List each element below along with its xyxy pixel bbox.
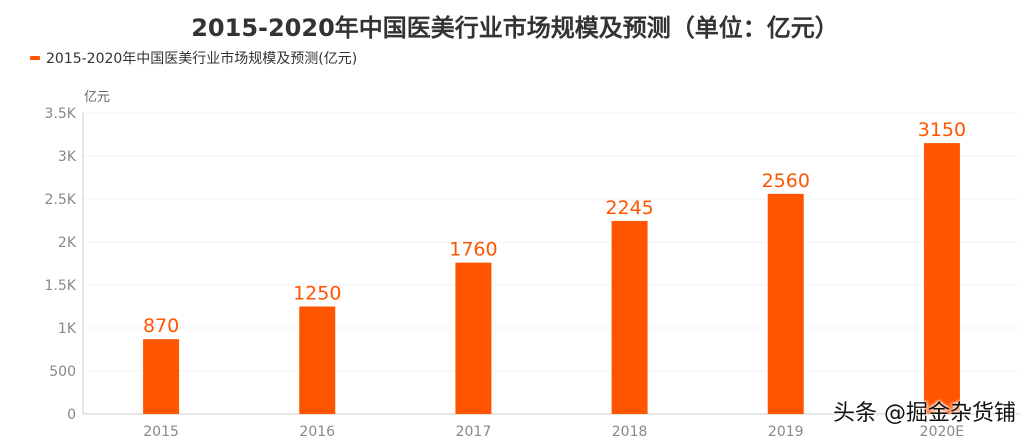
y-tick-label: 2.5K [45, 192, 77, 208]
data-label: 2560 [762, 170, 810, 192]
bar [143, 339, 180, 414]
y-tick-label: 0 [67, 407, 76, 423]
data-label: 1250 [293, 283, 341, 305]
y-tick-label: 3K [58, 149, 77, 165]
bar [455, 262, 492, 414]
legend[interactable]: 2015-2020年中国医美行业市场规模及预测(亿元) [30, 48, 357, 68]
data-label: 870 [143, 315, 179, 337]
data-label: 2245 [605, 197, 653, 219]
watermark: 头条 @掘金杂货铺 [833, 401, 1016, 426]
y-tick-label: 1.5K [45, 278, 77, 294]
x-tick-label: 2019 [768, 424, 804, 439]
y-tick-label: 1K [58, 321, 77, 337]
x-tick-label: 2017 [456, 424, 492, 439]
chart-title: 2015-2020年中国医美行业市场规模及预测（单位：亿元） [191, 14, 839, 42]
x-tick-label: 2015 [143, 424, 179, 439]
y-axis-unit-label: 亿元 [84, 90, 111, 105]
legend-label: 2015-2020年中国医美行业市场规模及预测(亿元) [46, 51, 358, 67]
y-tick-label: 3.5K [45, 106, 77, 122]
x-tick-label: 2018 [612, 424, 648, 439]
y-tick-label: 2K [58, 235, 77, 251]
bar [767, 193, 804, 414]
data-label: 1760 [449, 239, 497, 261]
y-tick-label: 500 [49, 364, 76, 380]
bar [299, 306, 336, 414]
x-tick-label: 2016 [299, 424, 335, 439]
data-label: 3150 [918, 119, 966, 141]
bar [923, 143, 960, 414]
bar [611, 220, 648, 414]
legend-swatch [30, 56, 40, 60]
x-tick-label: 2020E [920, 424, 964, 439]
